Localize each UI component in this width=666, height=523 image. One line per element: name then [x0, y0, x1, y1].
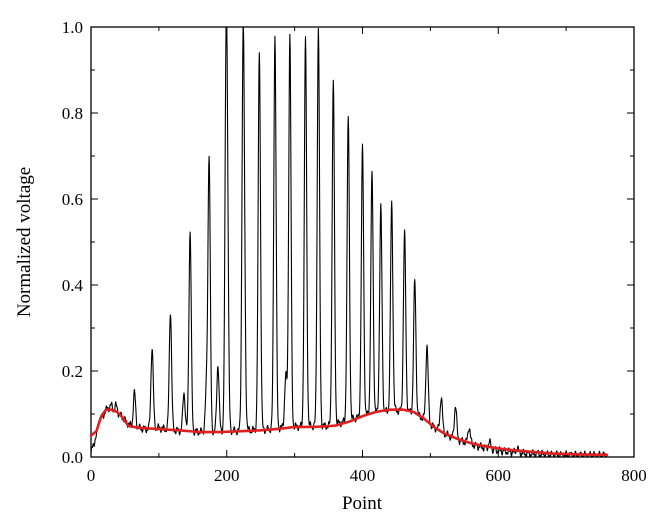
- series-line-black: [90, 26, 608, 458]
- series-lines: [89, 26, 609, 458]
- y-tick-label: 0.0: [62, 448, 83, 467]
- x-tick-label: 0: [87, 466, 96, 485]
- x-tick-label: 200: [214, 466, 240, 485]
- y-tick-label: 0.6: [62, 190, 83, 209]
- y-tick-label: 0.8: [62, 104, 83, 123]
- y-tick-label: 0.4: [62, 276, 84, 295]
- y-axis-label: Normalized voltage: [14, 167, 35, 317]
- x-tick-label: 800: [621, 466, 647, 485]
- tick-marks: [90, 26, 635, 458]
- x-tick-label: 600: [486, 466, 512, 485]
- series-line-red: [89, 408, 609, 457]
- y-tick-label: 0.2: [62, 362, 83, 381]
- x-tick-label: 400: [350, 466, 376, 485]
- x-axis-label: Point: [342, 493, 383, 514]
- y-tick-label: 1.0: [62, 18, 83, 37]
- tick-labels: 0 200 400 600 800 0.0 0.2 0.4 0.6 0.8 1.0: [62, 18, 647, 485]
